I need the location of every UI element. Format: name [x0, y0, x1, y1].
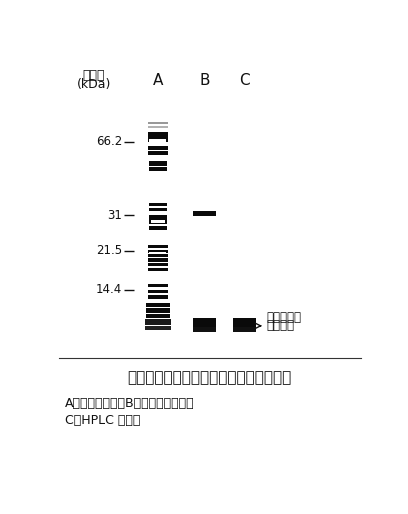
- Bar: [148, 122, 168, 124]
- Bar: [148, 263, 168, 266]
- Bar: [135, 86, 276, 335]
- Bar: [149, 168, 167, 171]
- Text: C：HPLC 精製後: C：HPLC 精製後: [65, 414, 140, 427]
- Bar: [148, 126, 168, 128]
- Text: A：硫安塩析物、B：キチン溶出液、: A：硫安塩析物、B：キチン溶出液、: [65, 397, 195, 410]
- Bar: [148, 268, 168, 271]
- Text: 図１．　裸麦キチン結合ペプチドの精製: 図１． 裸麦キチン結合ペプチドの精製: [127, 371, 291, 386]
- Bar: [149, 226, 167, 230]
- Bar: [148, 254, 168, 257]
- Bar: [193, 327, 216, 332]
- Bar: [149, 208, 167, 211]
- Bar: [151, 221, 165, 223]
- Bar: [149, 139, 166, 144]
- Bar: [148, 250, 168, 253]
- Text: 66.2: 66.2: [96, 135, 122, 148]
- Bar: [193, 211, 216, 216]
- Bar: [145, 326, 171, 331]
- Text: C: C: [239, 72, 250, 88]
- Bar: [148, 145, 168, 150]
- Bar: [149, 203, 167, 207]
- Bar: [193, 318, 216, 329]
- Bar: [149, 262, 166, 263]
- Bar: [148, 136, 168, 142]
- Bar: [149, 257, 166, 259]
- Text: 14.4: 14.4: [96, 283, 122, 296]
- Bar: [146, 314, 171, 318]
- Bar: [150, 213, 166, 215]
- Bar: [149, 161, 167, 166]
- Text: A: A: [153, 72, 163, 88]
- Bar: [149, 252, 166, 254]
- Bar: [149, 219, 167, 224]
- Bar: [233, 318, 256, 329]
- Text: 21.5: 21.5: [96, 244, 122, 258]
- Bar: [145, 319, 171, 325]
- Text: (kDa): (kDa): [76, 78, 111, 91]
- Text: キチン結合: キチン結合: [266, 311, 302, 324]
- Bar: [148, 290, 168, 293]
- Text: 分子量: 分子量: [82, 69, 105, 82]
- Text: B: B: [199, 72, 210, 88]
- Bar: [150, 166, 166, 167]
- Bar: [233, 327, 256, 332]
- Bar: [148, 259, 168, 262]
- Bar: [149, 215, 167, 219]
- Bar: [148, 284, 168, 287]
- Bar: [148, 295, 168, 299]
- Bar: [148, 151, 168, 155]
- Bar: [146, 308, 171, 313]
- Text: ペプチド: ペプチド: [266, 319, 295, 333]
- Bar: [146, 303, 170, 307]
- Bar: [148, 133, 168, 136]
- Text: 31: 31: [107, 209, 122, 222]
- Bar: [148, 245, 168, 248]
